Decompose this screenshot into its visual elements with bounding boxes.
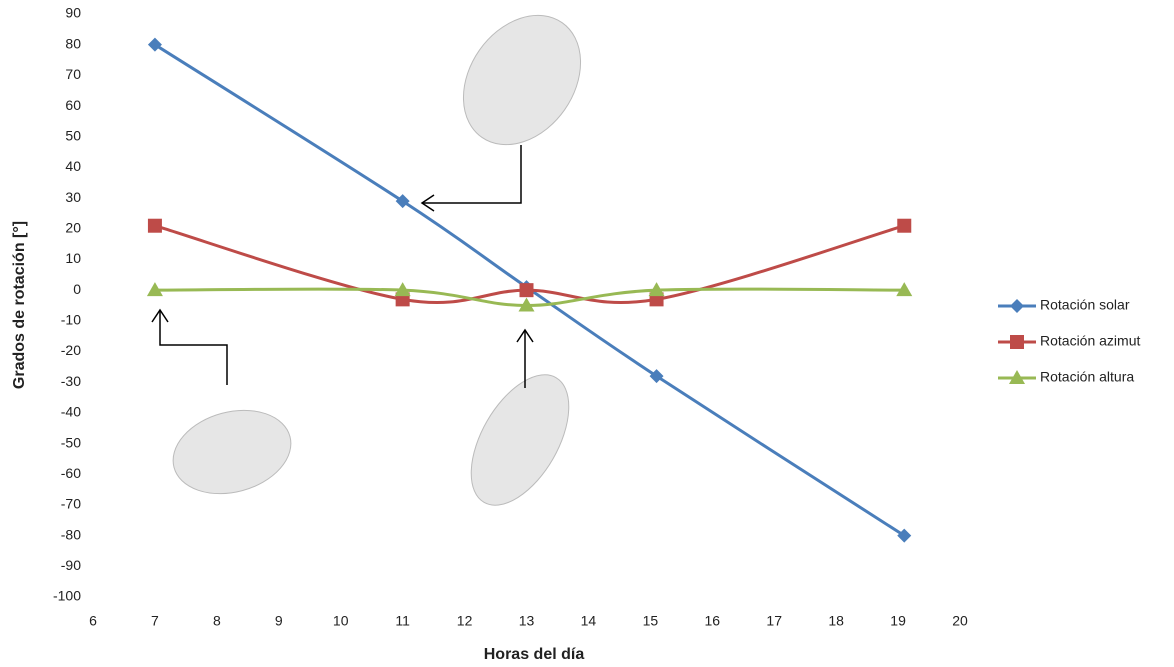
legend-label: Rotación solar [1040,297,1130,313]
arrow-head [420,194,435,212]
x-tick-label: 12 [457,613,473,629]
y-tick-label: 60 [65,97,81,113]
marker [519,283,534,298]
y-tick-label: 40 [65,158,81,174]
x-tick-label: 13 [519,613,535,629]
x-tick-label: 18 [828,613,844,629]
y-tick-label: -50 [61,434,81,450]
arrow-head [516,328,534,343]
x-tick-label: 16 [704,613,720,629]
legend-marker [1010,299,1024,313]
marker [147,37,162,52]
y-tick-label: -100 [53,588,81,604]
x-tick-label: 11 [395,613,410,629]
y-tick-label: 30 [65,189,81,205]
y-tick-label: 50 [65,127,81,143]
marker [146,282,163,297]
y-tick-label: -30 [61,373,81,389]
x-tick-label: 9 [275,613,283,629]
y-tick-label: 90 [65,5,81,21]
marker [518,297,535,312]
y-tick-label: -60 [61,465,81,481]
illustrations [172,14,582,506]
y-tick-label: 80 [65,35,81,51]
legend-label: Rotación azimut [1040,333,1140,349]
x-tick-label: 10 [333,613,349,629]
x-tick-label: 17 [766,613,782,629]
marker [897,528,912,543]
y-tick-label: 10 [65,250,81,266]
y-tick-label: -10 [61,312,81,328]
arrow-head [151,308,169,323]
legend-marker [1010,335,1024,349]
x-tick-label: 8 [213,613,221,629]
legend-label: Rotación altura [1040,369,1134,385]
ellipsoid [462,14,582,146]
y-tick-label: 20 [65,219,81,235]
arrow [159,310,228,385]
ellipsoid [172,409,292,495]
marker [394,282,411,297]
marker [395,194,410,209]
marker [896,282,913,297]
y-tick-label: -20 [61,342,81,358]
marker [648,282,665,297]
x-tick-label: 7 [151,613,159,629]
arrow [422,145,522,204]
x-axis-title: Horas del día [484,646,585,663]
arrows [151,145,534,388]
y-tick-label: -80 [61,526,81,542]
y-tick-label: -70 [61,496,81,512]
ellipsoid [470,374,570,506]
x-tick-label: 15 [643,613,659,629]
y-axis-title: Grados de rotación [°] [11,221,28,389]
x-tick-label: 19 [890,613,906,629]
x-tick-label: 14 [581,613,597,629]
marker [897,218,912,233]
x-tick-label: 20 [952,613,968,629]
y-tick-label: 70 [65,66,81,82]
y-tick-label: -90 [61,557,81,573]
marker [147,218,162,233]
legend-marker [1009,370,1025,384]
marker [649,369,664,384]
y-tick-label: 0 [73,281,81,297]
y-tick-label: -40 [61,404,81,420]
x-tick-label: 6 [89,613,97,629]
